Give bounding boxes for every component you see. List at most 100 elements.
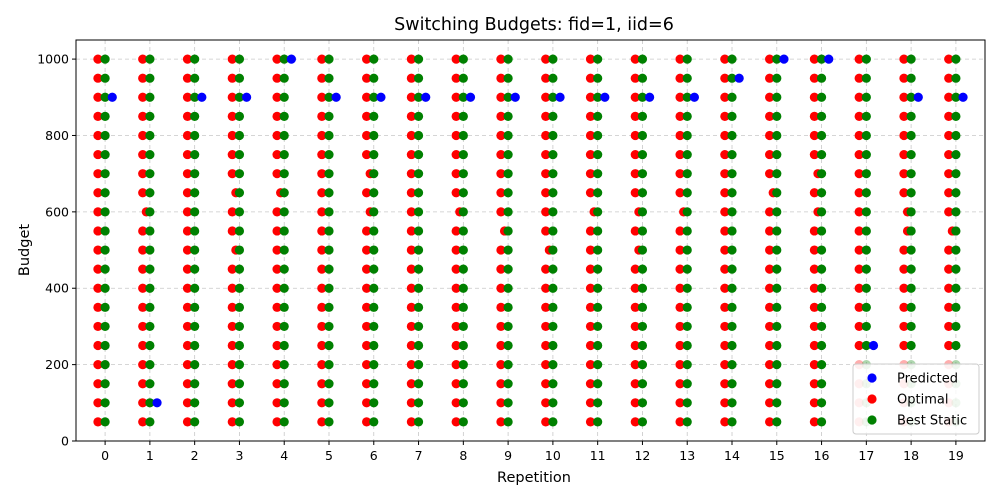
point-best-static <box>458 54 468 64</box>
point-optimal <box>362 264 372 274</box>
point-optimal <box>765 54 775 64</box>
point-optimal <box>451 302 461 312</box>
point-best-static <box>369 283 379 293</box>
point-optimal <box>272 73 282 83</box>
point-predicted <box>555 92 565 102</box>
point-optimal <box>227 226 237 236</box>
point-best-static <box>324 207 334 217</box>
point-optimal <box>451 130 461 141</box>
point-best-static <box>682 226 692 236</box>
point-best-static <box>816 73 827 83</box>
point-optimal <box>138 149 148 160</box>
point-best-static <box>772 188 782 198</box>
point-optimal <box>765 149 775 160</box>
point-optimal <box>362 340 372 351</box>
point-optimal <box>496 340 506 351</box>
point-optimal <box>765 321 775 332</box>
point-optimal <box>93 398 103 408</box>
point-optimal <box>675 340 685 351</box>
point-optimal <box>765 379 775 389</box>
point-optimal <box>227 73 237 83</box>
point-best-static <box>413 360 424 370</box>
point-optimal <box>630 54 640 64</box>
point-best-static <box>593 54 603 64</box>
point-best-static <box>951 245 961 255</box>
legend: Predicted Optimal Best Static <box>852 363 980 435</box>
point-predicted <box>734 73 744 83</box>
point-best-static <box>234 360 245 370</box>
point-optimal <box>406 73 416 83</box>
point-optimal <box>899 54 909 64</box>
point-best-static <box>369 169 379 179</box>
point-best-static <box>413 283 424 293</box>
point-optimal <box>272 92 282 102</box>
point-best-static <box>593 111 603 121</box>
point-optimal <box>585 321 596 332</box>
legend-label: Optimal <box>897 393 948 408</box>
point-best-static <box>637 188 648 198</box>
point-best-static <box>816 283 827 293</box>
point-best-static <box>234 398 245 408</box>
point-optimal <box>899 149 909 160</box>
point-best-static <box>458 169 468 179</box>
point-best-static <box>190 360 200 370</box>
point-optimal <box>406 302 416 312</box>
point-optimal <box>362 398 372 408</box>
point-optimal <box>675 169 685 179</box>
point-optimal <box>899 73 909 83</box>
point-optimal <box>317 54 327 64</box>
point-best-static <box>503 54 513 64</box>
point-best-static <box>906 188 916 198</box>
point-best-static <box>593 245 603 255</box>
point-best-static <box>637 54 648 64</box>
point-optimal <box>362 283 372 293</box>
point-optimal <box>854 188 864 198</box>
point-best-static <box>951 302 961 312</box>
point-best-static <box>816 188 827 198</box>
point-optimal <box>93 264 103 274</box>
point-optimal <box>854 92 864 102</box>
y-tick-label: 600 <box>45 204 69 219</box>
point-optimal <box>272 111 282 121</box>
point-optimal <box>720 92 730 102</box>
point-best-static <box>861 321 871 332</box>
point-optimal <box>272 207 282 217</box>
point-optimal <box>138 130 148 141</box>
point-optimal <box>227 417 237 427</box>
point-best-static <box>458 130 468 141</box>
point-best-static <box>190 92 200 102</box>
point-predicted <box>421 92 431 102</box>
point-optimal <box>93 207 103 217</box>
point-optimal <box>809 302 819 312</box>
point-best-static <box>413 340 424 351</box>
point-optimal <box>720 130 730 141</box>
point-best-static <box>951 130 961 141</box>
point-best-static <box>548 188 558 198</box>
point-best-static <box>548 207 558 217</box>
point-best-static <box>548 379 558 389</box>
point-best-static <box>145 340 155 351</box>
point-optimal <box>138 226 148 236</box>
point-optimal <box>451 340 461 351</box>
point-optimal <box>182 188 193 198</box>
point-best-static <box>682 111 692 121</box>
point-best-static <box>458 207 468 217</box>
point-best-static <box>145 149 155 160</box>
point-best-static <box>816 207 827 217</box>
point-optimal <box>899 340 909 351</box>
point-optimal <box>496 321 506 332</box>
point-optimal <box>899 283 909 293</box>
point-optimal <box>451 188 461 198</box>
point-optimal <box>809 188 819 198</box>
point-optimal <box>93 417 103 427</box>
point-optimal <box>899 111 909 121</box>
point-best-static <box>369 188 379 198</box>
point-best-static <box>816 360 827 370</box>
point-optimal <box>944 188 954 198</box>
x-tick-label: 6 <box>370 448 378 463</box>
point-optimal <box>541 264 551 274</box>
point-best-static <box>861 207 871 217</box>
point-optimal <box>93 226 103 236</box>
point-best-static <box>190 321 200 332</box>
point-best-static <box>637 92 648 102</box>
